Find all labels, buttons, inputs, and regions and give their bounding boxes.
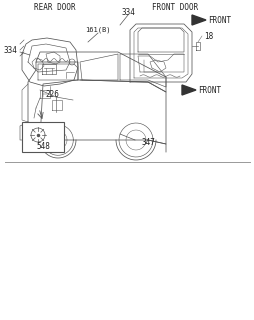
Text: 334: 334 bbox=[121, 7, 134, 17]
Text: 161(B): 161(B) bbox=[85, 27, 110, 33]
Text: 334: 334 bbox=[3, 45, 17, 54]
Text: 548: 548 bbox=[36, 141, 50, 150]
Text: 347: 347 bbox=[140, 138, 154, 147]
Text: REAR DOOR: REAR DOOR bbox=[34, 3, 75, 12]
Text: 226: 226 bbox=[45, 90, 59, 99]
Text: FRONT DOOR: FRONT DOOR bbox=[151, 3, 197, 12]
Text: FRONT: FRONT bbox=[207, 15, 230, 25]
Polygon shape bbox=[181, 85, 195, 95]
Text: FRONT: FRONT bbox=[197, 85, 220, 94]
Text: 18: 18 bbox=[203, 31, 212, 41]
FancyBboxPatch shape bbox=[22, 122, 64, 152]
Polygon shape bbox=[191, 15, 205, 25]
